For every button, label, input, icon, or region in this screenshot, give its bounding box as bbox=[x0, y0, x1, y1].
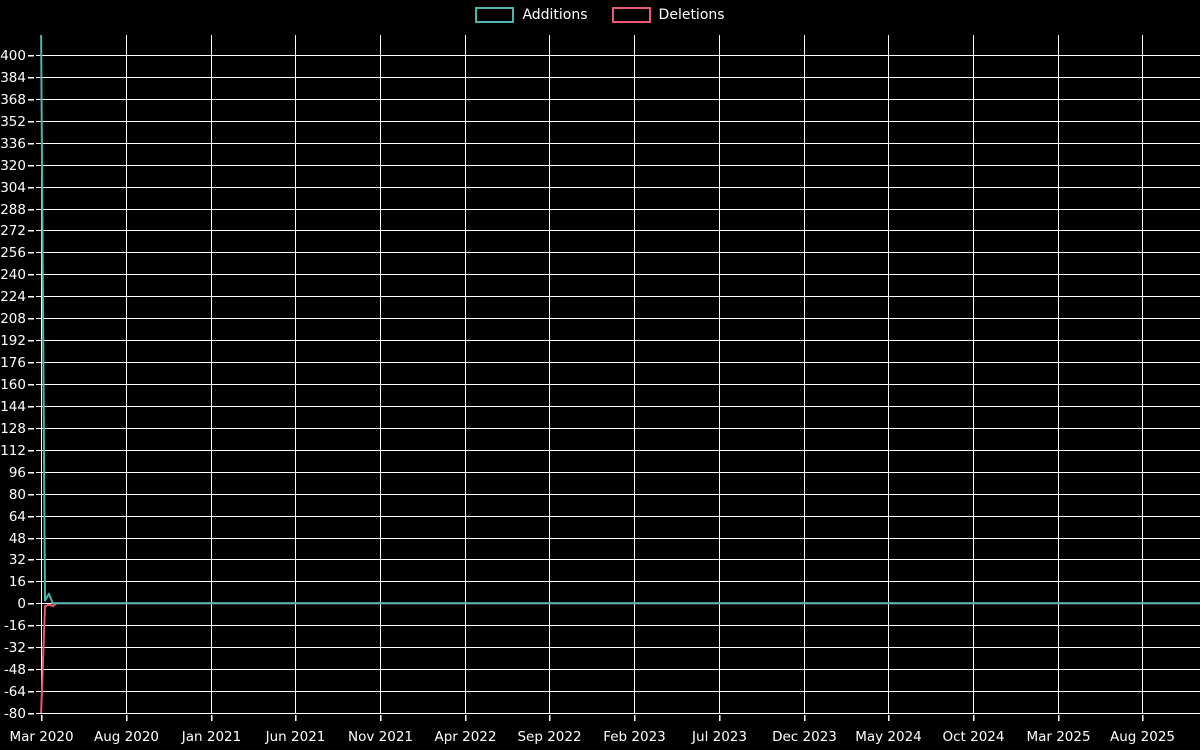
x-axis-labels: Mar 2020 Aug 2020 Jan 2021 Jun 2021 Nov 2021… bbox=[9, 729, 1175, 745]
y-tick-label: 400 bbox=[0, 48, 26, 64]
x-tick-label: May 2024 bbox=[855, 729, 922, 745]
additions-line bbox=[40, 35, 1200, 605]
x-tick-label: Feb 2023 bbox=[603, 729, 666, 745]
x-tick-label: Jun 2021 bbox=[265, 729, 326, 745]
x-tick-label: Mar 2025 bbox=[1026, 729, 1090, 745]
legend-item-deletions[interactable]: Deletions bbox=[611, 7, 725, 23]
x-tick-label: Nov 2021 bbox=[348, 729, 413, 745]
y-tick-label: 96 bbox=[9, 465, 26, 481]
y-tick-label: 80 bbox=[9, 487, 26, 503]
y-tick-label: 352 bbox=[0, 114, 26, 130]
deletions-line bbox=[40, 602, 1200, 713]
y-tick-label: 32 bbox=[9, 552, 26, 568]
x-tick-label: Apr 2022 bbox=[434, 729, 496, 745]
y-tick-label: 384 bbox=[0, 70, 26, 86]
y-tick-label: 16 bbox=[9, 574, 26, 590]
y-tick-label: 112 bbox=[0, 443, 26, 459]
y-tick-label: 144 bbox=[0, 399, 26, 415]
deletions-swatch bbox=[611, 7, 651, 23]
legend-item-additions[interactable]: Additions bbox=[475, 7, 588, 23]
tick-marks bbox=[28, 54, 1144, 721]
y-tick-label: -48 bbox=[4, 662, 26, 678]
additions-swatch bbox=[475, 7, 515, 23]
x-tick-label: Jan 2021 bbox=[181, 729, 241, 745]
x-tick-label: Dec 2023 bbox=[772, 729, 837, 745]
y-tick-label: 336 bbox=[0, 136, 26, 152]
y-tick-label: 176 bbox=[0, 355, 26, 371]
x-tick-label: Sep 2022 bbox=[517, 729, 581, 745]
y-tick-label: 64 bbox=[9, 509, 26, 525]
y-tick-label: 304 bbox=[0, 180, 26, 196]
legend-label: Additions bbox=[522, 7, 588, 23]
x-tick-label: Aug 2025 bbox=[1110, 729, 1175, 745]
y-tick-label: 192 bbox=[0, 333, 26, 349]
y-tick-label: 272 bbox=[0, 223, 26, 239]
y-tick-label: 256 bbox=[0, 245, 26, 261]
y-tick-label: 160 bbox=[0, 377, 26, 393]
y-axis-labels: 4003843683523363203042882722562402242081… bbox=[0, 48, 26, 722]
y-tick-label: 128 bbox=[0, 421, 26, 437]
y-tick-label: -16 bbox=[4, 618, 26, 634]
y-tick-label: 224 bbox=[0, 289, 26, 305]
y-tick-label: 368 bbox=[0, 92, 26, 108]
y-tick-label: -32 bbox=[4, 640, 26, 656]
y-tick-label: 288 bbox=[0, 202, 26, 218]
x-tick-label: Oct 2024 bbox=[943, 729, 1005, 745]
x-tick-label: Aug 2020 bbox=[94, 729, 159, 745]
grid bbox=[36, 35, 1200, 714]
legend-label: Deletions bbox=[658, 7, 725, 23]
x-tick-label: Mar 2020 bbox=[9, 729, 73, 745]
x-tick-label: Jul 2023 bbox=[691, 729, 747, 745]
y-tick-label: 240 bbox=[0, 267, 26, 283]
chart-legend: Additions Deletions bbox=[0, 7, 1200, 23]
y-tick-label: -80 bbox=[4, 706, 26, 722]
y-tick-label: 48 bbox=[9, 531, 26, 547]
y-tick-label: 320 bbox=[0, 158, 26, 174]
y-tick-label: 208 bbox=[0, 311, 26, 327]
y-tick-label: -64 bbox=[4, 684, 26, 700]
y-tick-label: 0 bbox=[17, 596, 26, 612]
